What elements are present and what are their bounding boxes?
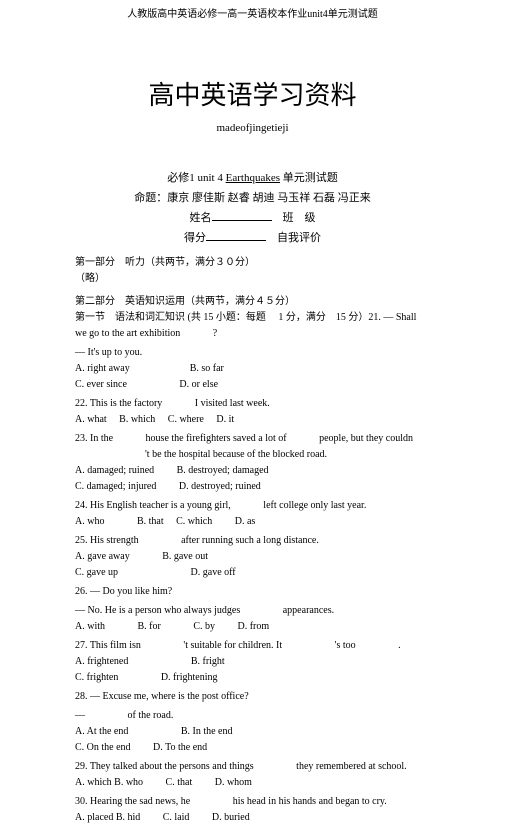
q22-opts: A. what B. which C. where D. it bbox=[75, 412, 430, 428]
q29-opts: A. which B. who C. that D. whom bbox=[75, 775, 430, 791]
subtitle: madeofjingetieji bbox=[0, 122, 505, 134]
q28: 28. — Excuse me, where is the post offic… bbox=[75, 689, 430, 705]
q28-opts: A. At the end B. In the end bbox=[75, 724, 430, 740]
exam-title-underlined: Earthquakes bbox=[226, 172, 280, 184]
q23-opts2: C. damaged; injured D. destroyed; ruined bbox=[75, 479, 430, 495]
section1-header: 第一节 语法和词汇知识 (共 15 小题：每题 1 分，满分 15 分）21. … bbox=[75, 310, 430, 342]
self-eval-label: 自我评价 bbox=[277, 232, 321, 244]
score-label: 得分 bbox=[184, 232, 206, 244]
authors: 命题：康京 廖佳斯 赵睿 胡迪 马玉祥 石磊 冯正来 bbox=[0, 189, 505, 205]
q30: 30. Hearing the sad news, he his head in… bbox=[75, 794, 430, 810]
q27-opts2: C. frighten D. frightening bbox=[75, 670, 430, 686]
q25: 25. His strength after running such a lo… bbox=[75, 533, 430, 549]
q23-opts: A. damaged; ruined B. destroyed; damaged bbox=[75, 463, 430, 479]
part1-header: 第一部分 听力（共两节，满分３０分） bbox=[75, 253, 430, 268]
q21-opts2: C. ever since D. or else bbox=[75, 377, 430, 393]
exam-title: 必修1 unit 4 Earthquakes 单元测试题 bbox=[0, 169, 505, 185]
score-blank bbox=[206, 230, 266, 241]
q21b: — It's up to you. bbox=[75, 345, 430, 361]
class-label: 班 级 bbox=[283, 212, 316, 224]
q27: 27. This film isn 't suitable for childr… bbox=[75, 638, 430, 654]
part2-header: 第二部分 英语知识运用（共两节，满分４５分） bbox=[75, 292, 430, 307]
exam-title-prefix: 必修1 unit 4 bbox=[167, 172, 225, 184]
main-title: 高中英语学习资料 bbox=[0, 75, 505, 112]
q25-opts: A. gave away B. gave out bbox=[75, 549, 430, 565]
q23: 23. In the house the firefighters saved … bbox=[75, 431, 430, 463]
name-blank bbox=[212, 210, 272, 221]
q24-opts: A. who B. that C. which D. as bbox=[75, 514, 430, 530]
page-header: 人教版高中英语必修一高一英语校本作业unit4单元测试题 bbox=[0, 0, 505, 20]
q25-opts2: C. gave up D. gave off bbox=[75, 565, 430, 581]
q24: 24. His English teacher is a young girl,… bbox=[75, 498, 430, 514]
q26: 26. — Do you like him? bbox=[75, 584, 430, 600]
name-line-1: 姓名 班 级 bbox=[0, 209, 505, 225]
q21-opts: A. right away B. so far bbox=[75, 361, 430, 377]
exam-title-suffix: 单元测试题 bbox=[280, 172, 338, 184]
q30-opts: A. placed B. hid C. laid D. buried bbox=[75, 810, 430, 826]
q26b: — No. He is a person who always judges a… bbox=[75, 603, 430, 619]
name-label: 姓名 bbox=[190, 212, 212, 224]
q27-opts: A. frightened B. fright bbox=[75, 654, 430, 670]
q28-opts2: C. On the end D. To the end bbox=[75, 740, 430, 756]
q26-opts: A. with B. for C. by D. from bbox=[75, 619, 430, 635]
omitted-text: （略） bbox=[75, 271, 430, 287]
q28b: — of the road. bbox=[75, 708, 430, 724]
name-line-2: 得分 自我评价 bbox=[0, 229, 505, 245]
q22: 22. This is the factory I visited last w… bbox=[75, 396, 430, 412]
q29: 29. They talked about the persons and th… bbox=[75, 759, 430, 775]
